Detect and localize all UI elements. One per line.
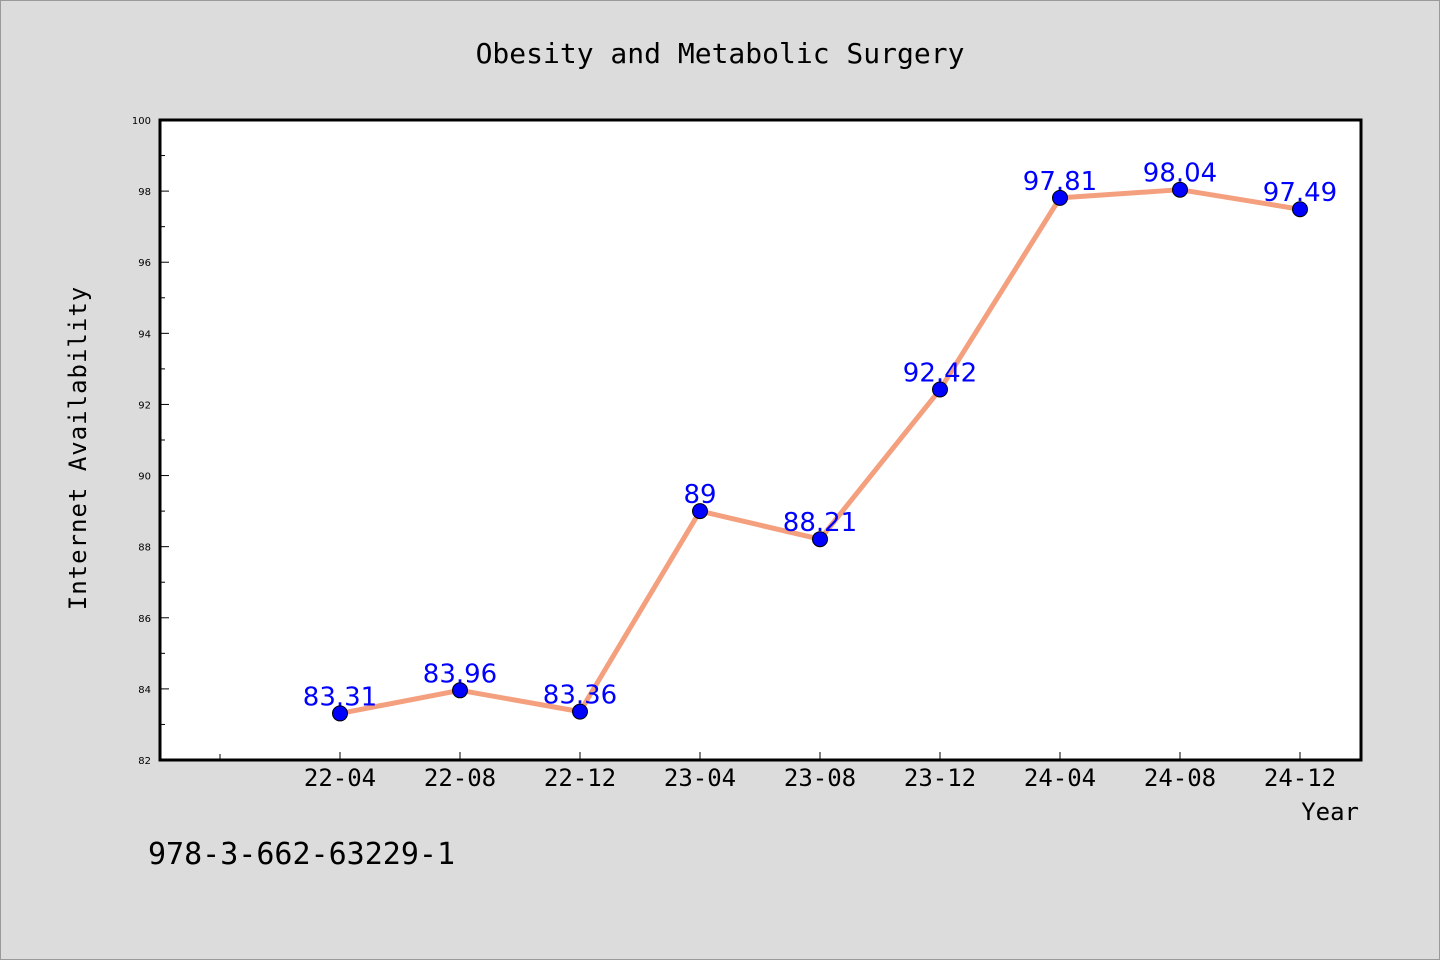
chart-title: Obesity and Metabolic Surgery (476, 37, 965, 70)
x-axis-ticks: 22-04 22-08 22-12 23-04 23-08 23-12 24-04 24-08… (219, 752, 1336, 792)
data-point (572, 703, 588, 720)
isbn-text: 978-3-662-63229-1 (148, 837, 455, 872)
x-tick-label: 22-12 (544, 764, 616, 792)
plot-border (158, 118, 1363, 762)
data-point (1052, 189, 1068, 206)
y-tick-label: 88 (138, 543, 151, 554)
data-label: 89 (683, 480, 716, 510)
plot-area (160, 120, 1361, 760)
y-tick-label: 82 (138, 756, 151, 767)
y-tick-label: 96 (138, 258, 151, 269)
y-tick-label: 86 (138, 614, 151, 625)
y-tick-label: 100 (132, 116, 151, 127)
data-label: 83.36 (543, 681, 617, 711)
y-axis-label: Internet Availability (64, 286, 92, 610)
data-label: 83.96 (423, 659, 497, 689)
data-point (452, 682, 468, 699)
y-tick-label: 98 (138, 187, 151, 198)
x-axis-label: Year (1301, 798, 1359, 826)
data-label: 88.21 (783, 508, 857, 538)
y-tick-label: 92 (138, 400, 151, 411)
data-label: 92.42 (903, 359, 977, 389)
data-point (332, 705, 348, 722)
x-tick-label: 23-12 (904, 764, 976, 792)
data-label: 97.81 (1023, 167, 1097, 197)
x-tick-label: 24-04 (1024, 764, 1096, 792)
data-point (812, 531, 828, 548)
y-tick-label: 90 (138, 472, 151, 483)
y-tick-label: 94 (138, 329, 151, 340)
x-tick-label: 22-08 (424, 764, 496, 792)
data-labels: 83.31 83.96 83.36 89 88.21 92.42 97.81 98.04 97.… (303, 159, 1337, 713)
series-markers (332, 181, 1308, 722)
x-tick-label: 22-04 (304, 764, 376, 792)
x-tick-label: 23-08 (784, 764, 856, 792)
data-point (1172, 181, 1188, 198)
data-label: 98.04 (1143, 159, 1217, 189)
x-tick-label: 23-04 (664, 764, 736, 792)
data-point (1292, 201, 1308, 218)
data-label: 83.31 (303, 682, 377, 712)
x-tick-label: 24-08 (1144, 764, 1216, 792)
data-point (932, 381, 948, 398)
y-tick-label: 84 (138, 685, 151, 696)
data-label: 97.49 (1263, 178, 1337, 208)
x-tick-label: 24-12 (1264, 764, 1336, 792)
data-point (692, 503, 708, 520)
